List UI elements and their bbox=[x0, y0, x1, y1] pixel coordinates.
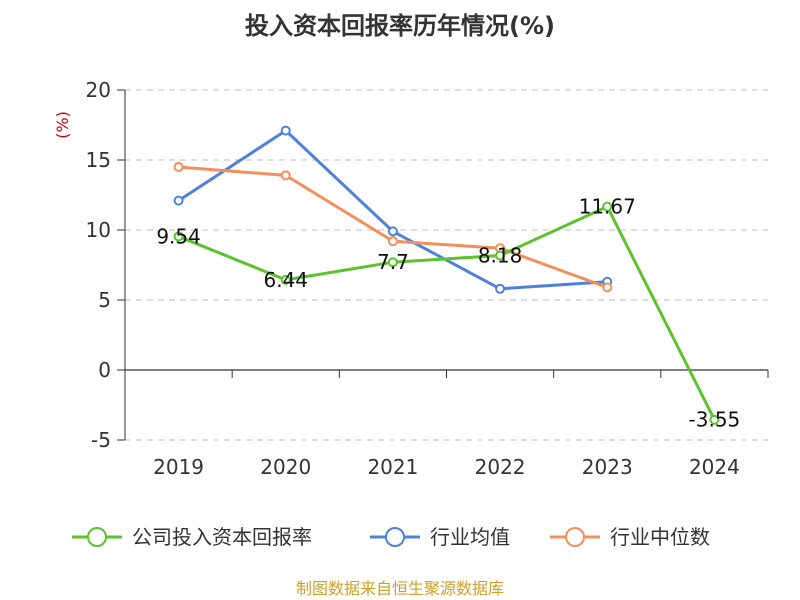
y-tick-label: 20 bbox=[86, 78, 111, 102]
legend-swatch-marker bbox=[385, 527, 405, 547]
data-label: 7.7 bbox=[377, 250, 409, 274]
data-label: 11.67 bbox=[579, 195, 636, 219]
data-point bbox=[280, 274, 291, 285]
data-point bbox=[602, 201, 613, 212]
axes: -5 0 5 10 15 20 2019 2020 2021 2022 2023 2024 bbox=[86, 78, 769, 479]
grid bbox=[125, 89, 768, 441]
source-note: 制图数据来自恒生聚源数据库 bbox=[296, 579, 504, 598]
data-point bbox=[387, 226, 398, 237]
x-tick-label: 2019 bbox=[153, 455, 204, 479]
legend-swatch-marker bbox=[565, 527, 585, 547]
x-tick-label: 2023 bbox=[582, 455, 633, 479]
data-label: 8.18 bbox=[478, 243, 523, 267]
x-tick-label: 2024 bbox=[689, 455, 740, 479]
y-tick-label: 5 bbox=[98, 288, 111, 312]
data-label: -3.55 bbox=[689, 408, 741, 432]
legend-label: 行业中位数 bbox=[610, 525, 710, 549]
legend-label: 公司投入资本回报率 bbox=[132, 525, 312, 549]
legend-label: 行业均值 bbox=[430, 525, 510, 549]
legend-swatch-marker bbox=[87, 527, 107, 547]
data-point bbox=[495, 283, 506, 294]
data-labels: 9.54 6.44 7.7 8.18 11.67 -3.55 bbox=[156, 195, 740, 432]
y-axis-label: (%) bbox=[53, 111, 72, 139]
data-label: 6.44 bbox=[263, 268, 308, 292]
x-tick-label: 2021 bbox=[367, 455, 418, 479]
data-point bbox=[280, 125, 291, 136]
y-tick-label: 15 bbox=[86, 148, 111, 172]
legend-item: 行业中位数 bbox=[550, 525, 710, 549]
x-tick-label: 2020 bbox=[260, 455, 311, 479]
y-tick-label: -5 bbox=[91, 428, 111, 452]
legend: 公司投入资本回报率 行业均值 行业中位数 bbox=[72, 525, 710, 549]
data-point bbox=[709, 414, 720, 425]
data-point bbox=[387, 236, 398, 247]
y-tick-label: 0 bbox=[98, 358, 111, 382]
series-group bbox=[173, 125, 720, 425]
legend-item: 公司投入资本回报率 bbox=[72, 525, 312, 549]
data-label: 9.54 bbox=[156, 224, 201, 248]
x-tick-label: 2022 bbox=[475, 455, 526, 479]
data-point bbox=[173, 231, 184, 242]
series-line bbox=[178, 205, 716, 421]
data-point bbox=[602, 282, 613, 293]
data-point bbox=[173, 162, 184, 172]
y-tick-label: 10 bbox=[86, 218, 111, 242]
legend-item: 行业均值 bbox=[370, 525, 510, 549]
data-point bbox=[173, 195, 184, 206]
data-point bbox=[387, 257, 398, 268]
data-point bbox=[495, 250, 506, 261]
chart-title: 投入资本回报率历年情况(%) bbox=[245, 12, 555, 40]
data-point bbox=[280, 170, 291, 181]
